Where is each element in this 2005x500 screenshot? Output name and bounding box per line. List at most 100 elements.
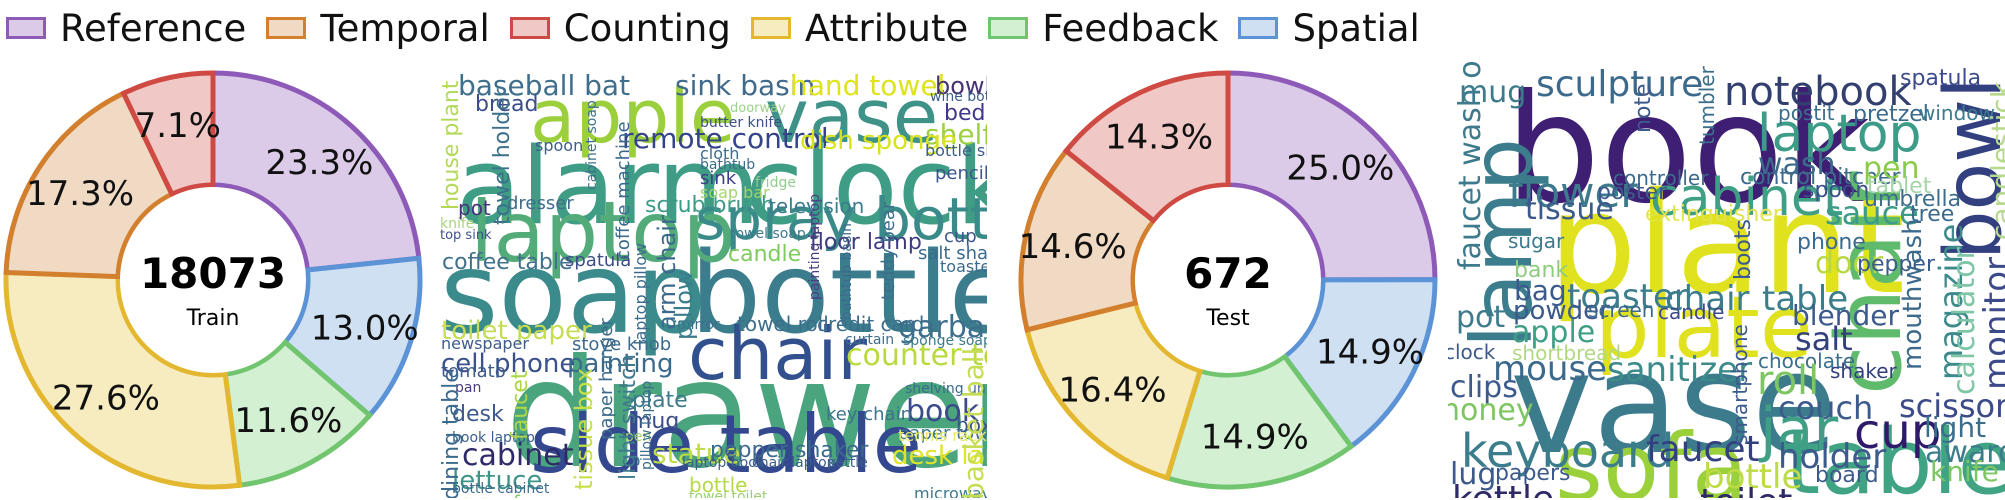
word-cloud-term: side table [530,398,922,491]
word-cloud-term: note [1631,83,1656,133]
legend-item-temporal: Temporal [260,6,490,50]
legend-item-counting: Counting [504,7,731,50]
word-cloud-term: credit card [817,312,925,336]
word-cloud-term: apple [1512,315,1596,350]
word-cloud-term: towel roll [737,312,829,336]
word-cloud-term: doorway [730,101,786,116]
word-cloud-term: bank [1514,258,1569,283]
word-cloud-term: postit [1778,101,1835,125]
word-cloud-term: basket ball [957,347,987,498]
word-cloud-term: honey [1448,393,1534,428]
word-cloud-term: microwave [914,484,987,499]
word-cloud-term: sink [700,168,737,189]
word-cloud-term: towel holder [490,88,515,225]
word-cloud-term: top sink [440,228,492,243]
word-cloud-term: lug [1450,457,1497,492]
word-cloud-term: plant [1548,163,1906,326]
word-cloud-term: sculpture [1536,64,1704,105]
legend-label: Counting [563,6,731,50]
word-cloud-term: shaker [1830,359,1897,383]
word-cloud-term: dining table [439,369,464,498]
donut-segment-attribute [1024,299,1204,481]
word-cloud-term: mug [630,409,680,434]
word-cloud-term: paper towel [898,423,987,444]
word-cloud-term: mug [1459,75,1527,110]
donut-segment-spatial [281,255,423,419]
donut-percent-label: 23.3% [265,143,373,183]
word-cloud-term: pot [1456,300,1506,335]
word-cloud-term: light [1924,411,1987,444]
word-cloud-term: sanitizer [1607,350,1753,390]
legend-label: Spatial [1292,6,1420,50]
word-cloud-term: plate [632,388,688,413]
legend-swatch-icon [988,17,1029,39]
word-cloud-term: spoon [535,136,584,155]
word-cloud-term: cloth [700,144,740,163]
test-word-cloud: book plant vase plate sofa table chair lamp bowl… [1448,62,2005,498]
word-cloud-term: tablet [1867,174,1932,199]
word-cloud-term: stove knob [572,334,672,355]
word-cloud-term: sponge soap [903,333,987,349]
donut-segment-feedback [1164,352,1355,490]
word-cloud-term: mouthwash [1898,218,1928,370]
word-cloud-term: book laptop [452,430,535,446]
word-cloud-term: knife [440,216,475,232]
legend-item-feedback: Feedback [982,7,1218,50]
word-cloud-term: clock [1448,340,1496,364]
donut-segment-attribute [3,269,243,490]
word-cloud-term: door [1815,246,1884,281]
word-cloud-term: soap bar [700,183,770,202]
word-cloud-term: couch [1778,389,1874,427]
donut-percent-label: 25.0% [1286,148,1394,188]
word-cloud-term: board [1815,463,1879,488]
word-cloud-term: tomato [441,361,506,382]
donut-percent-label: 14.6% [1019,227,1127,267]
word-cloud-term: pot [458,196,491,220]
word-cloud-term: laptop book [682,455,765,471]
word-cloud-term: toaster [940,257,987,276]
word-cloud-term: bottle [1703,457,1803,497]
word-cloud-term: pillow laptop [639,380,655,470]
test-donut-chart: 25.0% 14.9% 14.9% 16.4% 14.6% 14.3% 672 Test [1010,60,1450,500]
word-cloud-term: statue [652,437,741,470]
word-cloud-term: papers [1495,461,1571,486]
word-cloud-term: control pitcher [1740,165,1901,190]
word-cloud-term: butter knife [700,115,782,131]
word-cloud-term: bag [1514,274,1567,307]
word-cloud-term: tissue box [570,367,598,490]
word-cloud-term: spoon [1803,178,1870,203]
word-cloud-term: spray bottle [695,185,987,253]
donut-percent-label: 13.0% [311,309,419,349]
word-cloud-term: box [956,413,987,437]
word-cloud-term: cup [944,226,977,247]
word-cloud-term: blender [1792,299,1900,332]
donut-percent-label: 16.4% [1059,370,1167,410]
word-cloud-term: potato [441,496,500,499]
word-cloud-term: remote control [622,122,829,155]
donut-center-value: 18073 [140,249,286,298]
word-cloud-term: award [1925,435,2005,470]
word-cloud-term: key chain [826,404,912,425]
donut-hole [120,187,306,373]
word-cloud-term: newspaper [441,334,529,353]
word-cloud-term: sugar [1508,229,1565,253]
legend-label: Temporal [320,6,490,50]
legend-item-attribute: Attribute [745,7,968,50]
word-cloud-term: coffee machine [613,121,634,260]
word-cloud-term: kettle [828,455,868,471]
word-cloud-term: baseball bat [458,69,631,102]
word-cloud-term: bottle [689,473,748,497]
word-cloud-term: salt shaker [918,243,987,264]
donut-percent-label: 14.9% [1201,418,1309,458]
word-cloud-term: knife [1930,455,1999,488]
donut-percent-label: 11.6% [234,401,342,441]
word-cloud-term: smartphone [1728,324,1752,445]
word-cloud-term: wash [1758,147,1836,182]
donut-percent-label: 14.9% [1316,332,1424,372]
donut-percent-label: 17.3% [26,174,134,214]
word-cloud-term: desk lampe [892,441,987,471]
train-donut-chart: 23.3% 13.0% 11.6% 27.6% 17.3% 7.1% 18073 Train [0,60,430,500]
word-cloud-term: bottle [690,229,987,359]
word-cloud-term: cabinet [462,438,574,473]
word-cloud-term: vase [1510,323,1838,486]
